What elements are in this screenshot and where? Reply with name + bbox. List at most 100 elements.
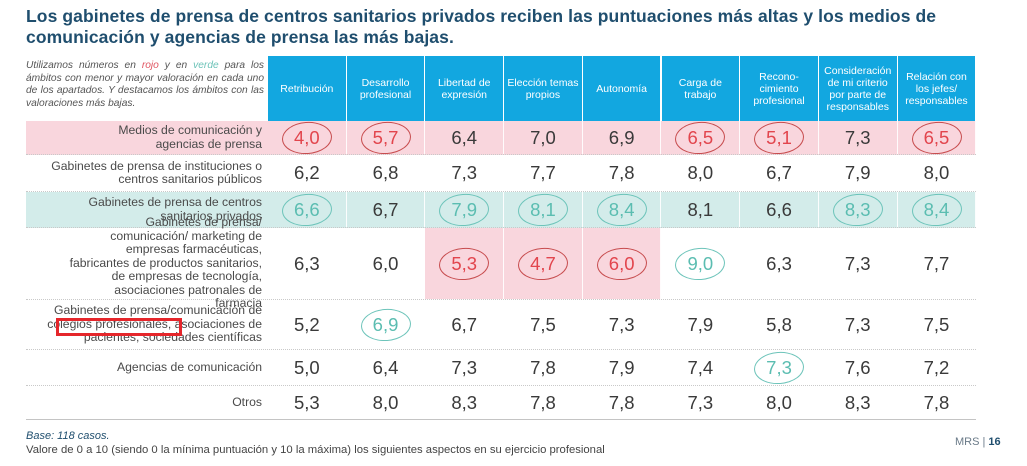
column-header: Autonomía (582, 56, 662, 121)
low-score-value: 5,7 (363, 125, 409, 151)
table-cell: 7,9 (425, 192, 505, 227)
row-label: Otros (232, 394, 262, 409)
column-header: Carga de trabajo (661, 56, 741, 121)
score-value: 6,4 (451, 126, 478, 148)
table-cell: 7,5 (504, 300, 583, 349)
score-value: 7,3 (451, 356, 478, 378)
score-value: 5,8 (766, 313, 792, 335)
score-value: 7,9 (608, 356, 635, 378)
high-score-value: 7,9 (441, 197, 487, 223)
page-number-value: 16 (988, 436, 1001, 448)
table-cell: 5,8 (740, 300, 819, 349)
table-cell: 6,4 (425, 121, 505, 154)
table-cell: 7,5 (898, 300, 977, 349)
note-text: para los ámbitos con menor y mayor valor… (26, 60, 264, 109)
footnote: Valore de 0 a 10 (siendo 0 la mínima pun… (26, 444, 605, 456)
table-cell: 5,3 (425, 228, 505, 299)
row-label: Gabinetes de prensa/ comunicación/ marke… (69, 216, 262, 311)
note-text: y en (158, 60, 194, 71)
table-cell: 7,3 (583, 300, 662, 349)
score-value: 7,3 (608, 313, 635, 335)
table-cell: 6,7 (740, 155, 819, 191)
high-score-value: 9,0 (677, 251, 723, 277)
table-row: Gabinetes de prensa/comunicación de cole… (26, 300, 977, 350)
low-score-value: 5,1 (756, 125, 802, 151)
score-value: 6,2 (293, 162, 320, 183)
score-value: 8,1 (687, 198, 714, 220)
table-cell: 8,4 (583, 192, 662, 227)
table-cell: 6,2 (268, 155, 347, 191)
page-number: MRS | 16 (955, 436, 1001, 448)
base-note: Base: 118 casos. (26, 430, 110, 442)
score-value: 6,8 (372, 162, 399, 183)
score-value: 6,0 (372, 252, 399, 274)
table-cell: 7,8 (583, 386, 662, 419)
score-value: 7,9 (844, 162, 871, 183)
column-header: Libertad de expresión (425, 56, 505, 121)
table-cell: 7,3 (425, 155, 505, 191)
high-score-value: 8,1 (520, 197, 566, 223)
score-value: 8,3 (451, 391, 478, 413)
table-cell: 8,0 (347, 386, 426, 419)
table-cell: 6,0 (582, 228, 662, 299)
low-score-value: 6,0 (599, 251, 645, 277)
score-value: 6,3 (766, 252, 792, 274)
score-value: 7,8 (608, 391, 635, 413)
high-score-value: 8,3 (835, 197, 881, 223)
table-cell: 5,3 (268, 386, 347, 419)
score-value: 8,0 (687, 162, 714, 183)
table-row: Gabinetes de prensa de centros sanitario… (26, 192, 977, 228)
row-label: Gabinetes de prensa de instituciones o c… (51, 158, 262, 186)
table-cell: 6,4 (347, 350, 426, 385)
table-cell: 7,9 (662, 300, 741, 349)
table-cell: 7,3 (819, 300, 898, 349)
table-cell: 8,0 (662, 155, 741, 191)
table-cell: 7,4 (662, 350, 741, 385)
page-title: Los gabinetes de prensa de centros sanit… (26, 6, 937, 47)
score-value: 7,5 (923, 313, 950, 335)
low-score-value: 5,3 (441, 251, 487, 277)
table-cell: 7,3 (819, 228, 898, 299)
table-cell: 6,6 (740, 192, 819, 227)
table-cell: 6,8 (347, 155, 426, 191)
score-value: 8,0 (372, 391, 399, 413)
low-score-value: 6,5 (677, 125, 723, 151)
score-value: 7,6 (844, 356, 871, 378)
table-cell: 8,3 (425, 386, 505, 419)
table-cell: 7,8 (504, 350, 583, 385)
score-value: 7,2 (923, 356, 950, 378)
score-value: 6,7 (766, 162, 792, 183)
brand-label: MRS | (955, 436, 989, 448)
score-value: 7,8 (923, 391, 950, 413)
table-cell: 8,3 (819, 386, 898, 419)
score-value: 7,7 (530, 162, 556, 183)
highlight-box (56, 318, 182, 336)
high-score-value: 8,4 (914, 197, 960, 223)
score-value: 7,3 (844, 126, 871, 148)
score-value: 7,0 (530, 126, 556, 148)
table-cell: 8,0 (740, 386, 819, 419)
score-value: 7,3 (844, 313, 871, 335)
table-cell: 7,8 (898, 386, 977, 419)
table-cell: 7,9 (583, 350, 662, 385)
table-cell: 8,3 (819, 192, 898, 227)
column-header: Desarrollo profesional (346, 56, 426, 121)
table-row: Gabinetes de prensa/ comunicación/ marke… (26, 216, 977, 311)
table-cell: 7,3 (740, 350, 819, 385)
table-cell: 6,9 (347, 300, 426, 349)
column-header: Consideración de mi criterio por parte d… (818, 56, 898, 121)
score-value: 5,3 (293, 391, 320, 413)
table-cell: 8,0 (898, 155, 977, 191)
score-value: 6,7 (451, 313, 478, 335)
table-cell: 8,1 (504, 192, 583, 227)
low-score-value: 4,0 (284, 125, 330, 151)
table-row: Otros 5,3 8,0 8,3 7,8 7,8 7,3 8,0 8,3 7,8 (26, 386, 977, 420)
table-cell: 7,3 (662, 386, 741, 419)
table-cell: 8,1 (662, 192, 741, 227)
column-header: Retribución (268, 56, 347, 121)
score-value: 8,0 (923, 162, 950, 183)
table-row: Gabinetes de prensa de instituciones o c… (26, 155, 977, 192)
table-cell: 7,8 (504, 386, 583, 419)
table-row: Medios de comunicación y agencias de pre… (26, 121, 977, 155)
score-value: 6,3 (293, 252, 320, 274)
